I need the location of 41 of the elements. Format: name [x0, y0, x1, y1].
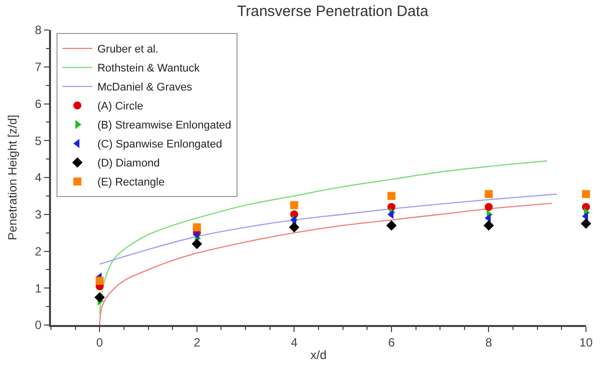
point — [288, 222, 300, 232]
y-tick-label: 2 — [34, 244, 42, 258]
point — [192, 223, 201, 232]
x-axis-title: x/d — [310, 348, 327, 362]
point — [290, 201, 298, 210]
y-tick-label: 1 — [34, 281, 42, 296]
y-tick-label: 3 — [34, 208, 42, 222]
line-series — [99, 193, 558, 265]
legend-label: Gruber et al. — [97, 44, 158, 56]
chart-title: Transverse Penetration Data — [237, 3, 430, 20]
point — [192, 238, 202, 250]
x-tick-label: 10 — [579, 335, 593, 350]
y-tick-label: 5 — [34, 134, 42, 148]
x-tick-label: 6 — [388, 335, 396, 350]
y-axis-title: Penetration Height [z/d] — [6, 114, 20, 240]
point — [580, 218, 592, 229]
x-tick-label: 4 — [290, 335, 298, 350]
point — [94, 292, 105, 303]
y-tick-label: 0 — [34, 318, 42, 332]
point — [484, 220, 494, 231]
legend-label: (A) Circle — [97, 100, 144, 113]
point — [582, 190, 590, 198]
legend-label: Rothstein & Wantuck — [97, 62, 200, 75]
y-tick-label: 4 — [34, 170, 42, 185]
point — [386, 220, 397, 231]
legend-label: (D) Diamond — [97, 158, 160, 170]
x-tick-label: 2 — [194, 335, 201, 350]
legend-label: (B) Streamwise Enlongated — [97, 120, 232, 132]
line-series — [99, 202, 553, 325]
point — [96, 276, 104, 285]
legend-label: (E) Rectangle — [97, 176, 165, 189]
legend-label: McDaniel & Graves — [97, 82, 193, 94]
point — [484, 203, 493, 211]
legend-label: (C) Spanwise Enlongated — [97, 138, 222, 151]
y-tick-label: 7 — [34, 60, 42, 74]
point — [387, 192, 396, 200]
x-tick-label: 8 — [485, 335, 492, 350]
y-tick-label: 6 — [34, 96, 42, 111]
y-tick-label: 8 — [34, 23, 42, 38]
x-tick-label: 0 — [96, 335, 104, 350]
point — [484, 190, 493, 198]
